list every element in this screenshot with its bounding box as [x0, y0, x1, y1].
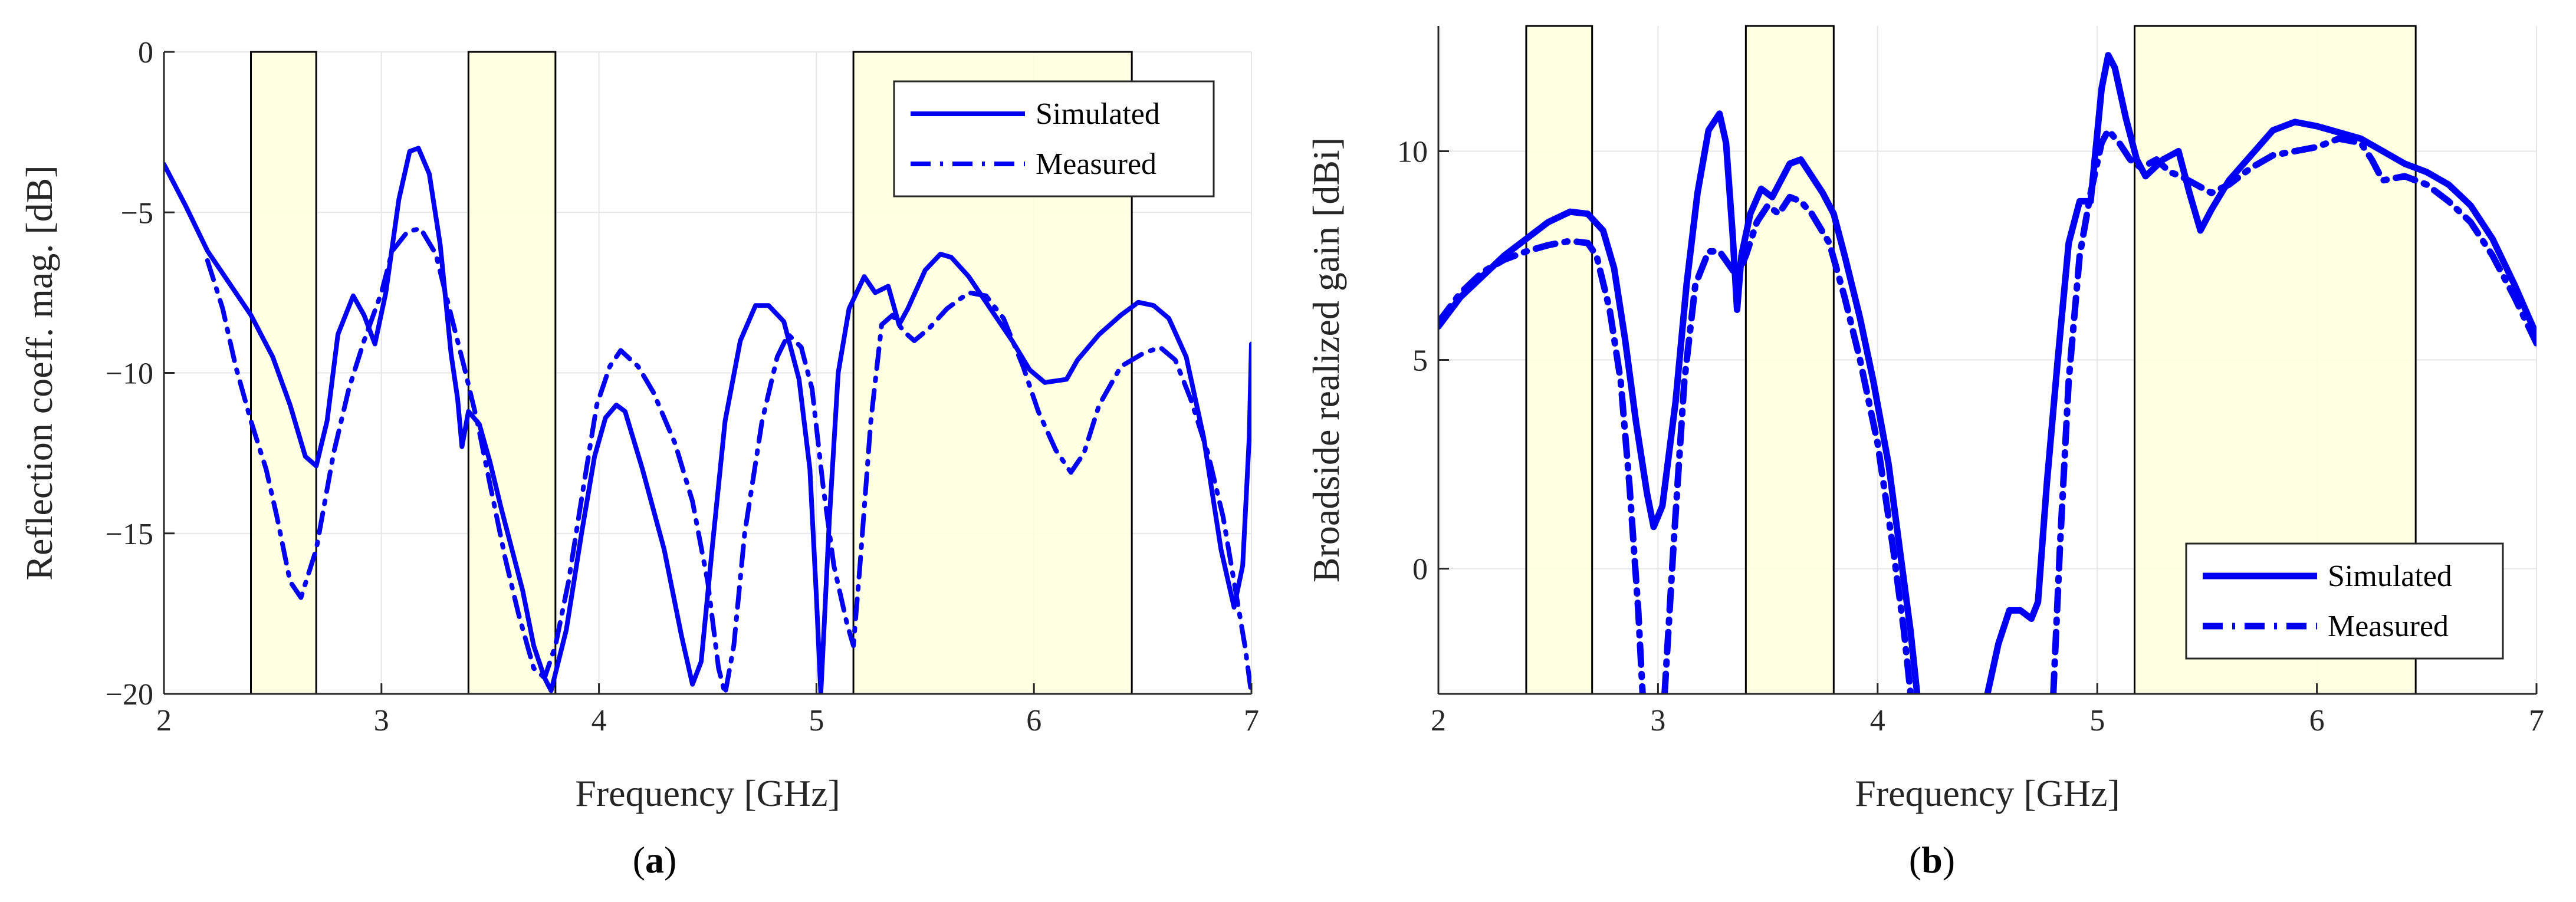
x-tick-label: 5 [2089, 704, 2105, 738]
x-tick-label: 6 [2309, 704, 2325, 738]
x-tick-label: 6 [1026, 704, 1041, 738]
subfigure-paren-close: ) [664, 839, 676, 881]
series-group [164, 146, 1251, 694]
series-measured [1661, 193, 1914, 694]
y-tick-label: 5 [1412, 344, 1428, 378]
x-tick-label: 7 [2529, 704, 2544, 738]
panel-a: 2 3 4 5 6 7 −20 −15 −10 −5 0 Frequency [GHz] Reflect… [18, 36, 1259, 881]
y-tick-label: 0 [1412, 553, 1428, 587]
frequency-band [467, 51, 557, 695]
subfigure-label: (a) [633, 839, 677, 881]
series-simulated [1984, 52, 2536, 694]
x-tick-label: 4 [592, 704, 607, 738]
frequency-band [250, 51, 317, 695]
subfigure-letter: b [1921, 839, 1943, 881]
y-tick-label: 0 [138, 36, 153, 70]
series-simulated [1438, 110, 1921, 694]
series-measured [1438, 238, 1646, 694]
x-tick-label: 4 [1870, 704, 1885, 738]
x-tick-label: 3 [1650, 704, 1665, 738]
y-tick-label: −5 [121, 196, 153, 230]
series-measured [205, 226, 1251, 694]
subfigure-paren-open: ( [1909, 839, 1921, 881]
x-tick-label: 3 [374, 704, 389, 738]
subfigure-label: (b) [1909, 839, 1955, 881]
x-axis-label: Frequency [GHz] [1855, 772, 2120, 814]
legend-label-measured: Measured [1036, 147, 1156, 181]
x-tick-label: 2 [156, 704, 172, 738]
x-tick-label: 5 [809, 704, 824, 738]
x-tick-label: 7 [1244, 704, 1259, 738]
y-axis-label: Reflection coeff. mag. [dB] [18, 165, 60, 580]
legend-box [893, 80, 1215, 197]
subfigure-paren-open: ( [633, 839, 645, 881]
x-axis-label: Frequency [GHz] [575, 772, 840, 814]
legend-label-simulated: Simulated [2328, 559, 2452, 593]
legend-label-simulated: Simulated [1036, 97, 1160, 131]
x-tick-label: 2 [1431, 704, 1446, 738]
panel-b: 2 3 4 5 6 7 0 5 10 Frequency [GHz] Broadside reali… [1305, 25, 2544, 881]
y-tick-label: 10 [1397, 135, 1428, 169]
frequency-band [1525, 25, 1593, 695]
series-simulated [164, 146, 1251, 694]
subfigure-paren-close: ) [1943, 839, 1955, 881]
subfigure-letter: a [645, 839, 664, 881]
y-axis-label: Broadside realized gain [dBi] [1305, 137, 1347, 582]
legend-label-measured: Measured [2328, 610, 2449, 643]
series-group [1438, 52, 2536, 694]
legend-box [2185, 542, 2504, 660]
y-tick-label: −10 [106, 357, 153, 391]
y-tick-label: −20 [106, 678, 153, 712]
y-tick-label: −15 [106, 518, 153, 551]
frequency-band [1744, 25, 1835, 695]
series-measured [2050, 127, 2536, 694]
